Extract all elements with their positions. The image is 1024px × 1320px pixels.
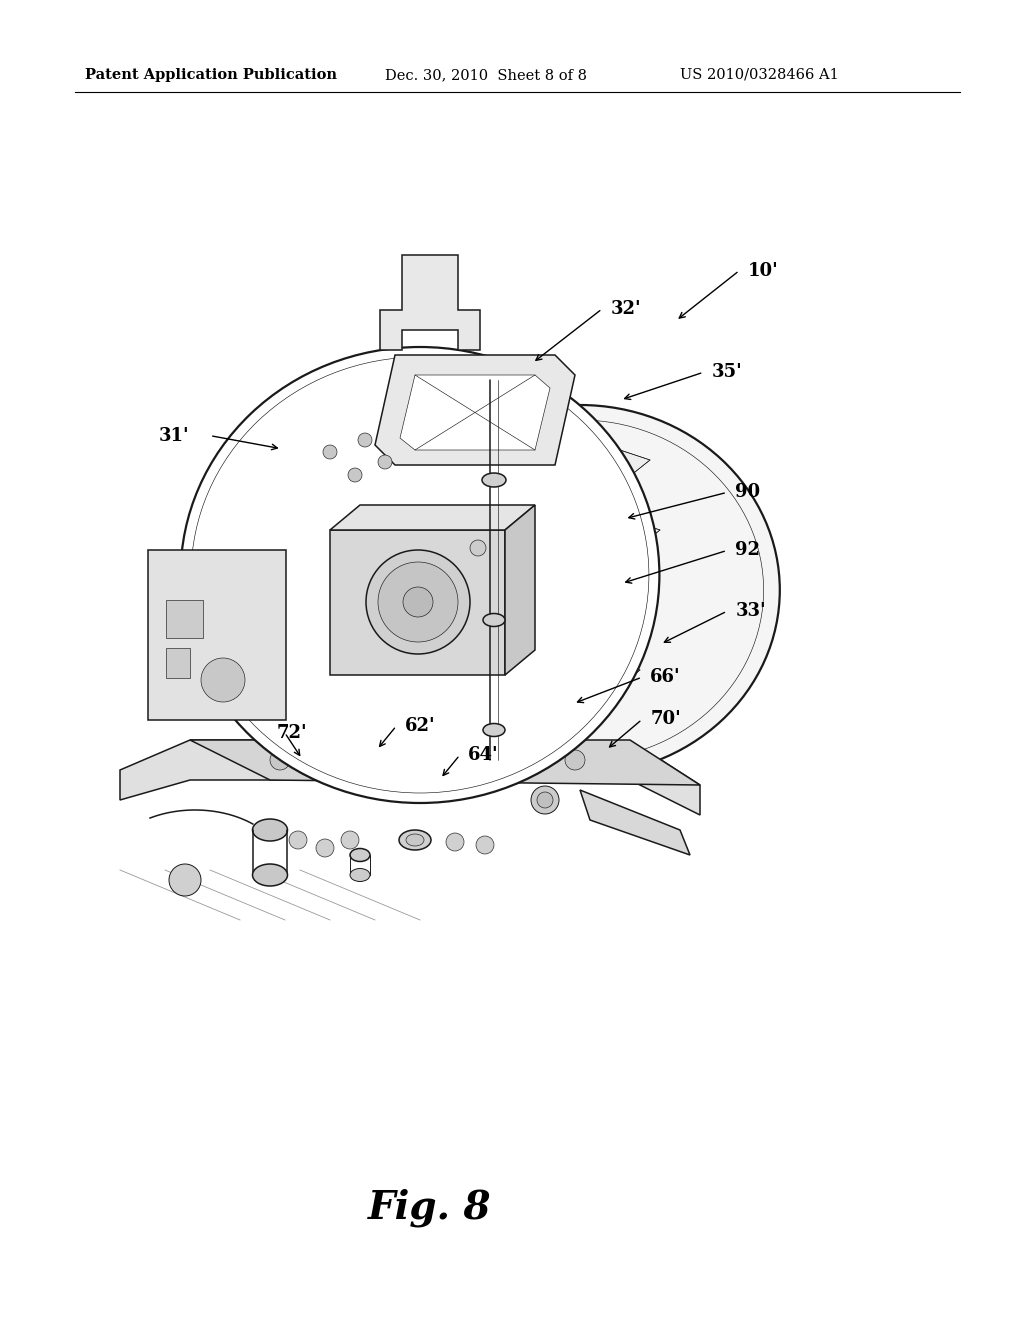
Circle shape [358, 433, 372, 447]
Ellipse shape [483, 723, 505, 737]
Circle shape [341, 832, 359, 849]
Text: 92: 92 [735, 541, 760, 560]
Polygon shape [420, 389, 445, 560]
Ellipse shape [253, 818, 288, 841]
Text: 64': 64' [468, 746, 499, 764]
Polygon shape [450, 425, 510, 480]
Polygon shape [560, 430, 650, 500]
Text: Fig. 8: Fig. 8 [369, 1188, 492, 1228]
Text: 70': 70' [650, 710, 681, 729]
Circle shape [378, 455, 392, 469]
Ellipse shape [380, 405, 780, 775]
Polygon shape [345, 389, 370, 560]
Polygon shape [375, 355, 575, 465]
Polygon shape [495, 389, 520, 560]
Circle shape [330, 750, 350, 770]
Circle shape [537, 792, 553, 808]
Circle shape [450, 750, 470, 770]
Circle shape [270, 750, 290, 770]
Text: 10': 10' [748, 261, 778, 280]
Ellipse shape [331, 734, 349, 746]
Text: 35': 35' [712, 363, 742, 381]
Polygon shape [380, 255, 480, 350]
Polygon shape [330, 531, 505, 675]
Polygon shape [519, 630, 655, 744]
Circle shape [565, 750, 585, 770]
Polygon shape [310, 445, 560, 477]
Text: 31': 31' [159, 426, 189, 445]
Ellipse shape [350, 869, 370, 882]
Text: US 2010/0328466 A1: US 2010/0328466 A1 [680, 69, 839, 82]
Ellipse shape [483, 614, 505, 627]
Circle shape [531, 785, 559, 814]
Ellipse shape [253, 865, 288, 886]
Circle shape [366, 550, 470, 653]
Circle shape [201, 657, 245, 702]
Circle shape [510, 750, 530, 770]
Ellipse shape [401, 733, 419, 744]
Text: Patent Application Publication: Patent Application Publication [85, 69, 337, 82]
Polygon shape [419, 619, 553, 744]
Polygon shape [450, 475, 510, 531]
Polygon shape [148, 550, 286, 719]
Polygon shape [120, 741, 700, 814]
Polygon shape [570, 500, 660, 570]
Ellipse shape [180, 347, 659, 803]
Circle shape [390, 750, 410, 770]
Circle shape [289, 832, 307, 849]
Polygon shape [310, 395, 560, 426]
Ellipse shape [406, 834, 424, 846]
Text: Dec. 30, 2010  Sheet 8 of 8: Dec. 30, 2010 Sheet 8 of 8 [385, 69, 587, 82]
Polygon shape [555, 640, 640, 710]
Circle shape [316, 840, 334, 857]
Circle shape [378, 562, 458, 642]
Ellipse shape [482, 473, 506, 487]
Circle shape [403, 587, 433, 616]
Circle shape [476, 836, 494, 854]
Polygon shape [385, 414, 445, 470]
Circle shape [169, 865, 201, 896]
Polygon shape [310, 495, 560, 527]
Circle shape [348, 469, 362, 482]
Circle shape [323, 445, 337, 459]
Polygon shape [319, 405, 380, 459]
Text: 90: 90 [735, 483, 761, 502]
Polygon shape [330, 506, 535, 531]
Circle shape [446, 833, 464, 851]
Polygon shape [166, 601, 203, 638]
Polygon shape [400, 375, 550, 450]
Polygon shape [385, 465, 445, 520]
Polygon shape [505, 506, 535, 675]
Polygon shape [190, 741, 700, 785]
Polygon shape [560, 570, 650, 640]
Ellipse shape [471, 737, 489, 748]
Polygon shape [166, 648, 190, 678]
Ellipse shape [191, 356, 649, 793]
Polygon shape [580, 789, 690, 855]
Text: 32': 32' [610, 300, 641, 318]
Circle shape [470, 540, 486, 556]
Text: 66': 66' [650, 668, 681, 686]
Polygon shape [609, 616, 748, 739]
Polygon shape [310, 540, 560, 572]
Polygon shape [413, 533, 540, 660]
Ellipse shape [350, 849, 370, 862]
Ellipse shape [399, 830, 431, 850]
Polygon shape [319, 455, 380, 510]
Ellipse shape [546, 739, 564, 751]
Text: 62': 62' [404, 717, 435, 735]
Text: 72': 72' [276, 723, 307, 742]
Text: 33': 33' [735, 602, 766, 620]
